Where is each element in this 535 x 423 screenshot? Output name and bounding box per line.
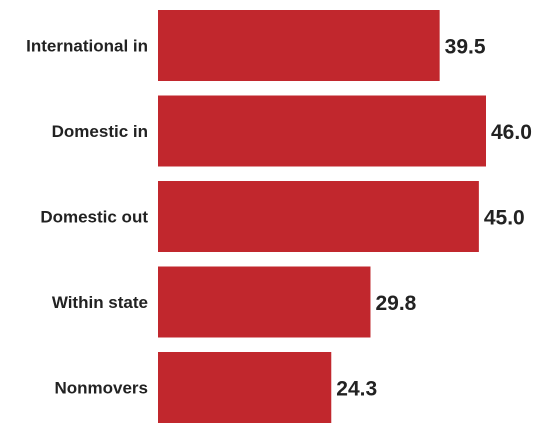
value-label-0: 39.5 — [445, 36, 486, 59]
bars-group — [158, 10, 486, 423]
value-label-4: 24.3 — [336, 378, 377, 401]
bar-0 — [158, 10, 440, 81]
bar-3 — [158, 266, 371, 338]
category-labels-group: International in Domestic in Domestic out W… — [26, 37, 148, 398]
category-label-2: Domestic out — [40, 208, 148, 227]
value-labels-group: 39.5 46.0 45.0 29.8 24.3 — [336, 36, 532, 401]
value-label-3: 29.8 — [375, 292, 416, 315]
category-label-1: Domestic in — [52, 122, 148, 141]
bar-1 — [158, 95, 486, 167]
bar-2 — [158, 181, 479, 252]
value-label-1: 46.0 — [491, 121, 532, 144]
value-label-2: 45.0 — [484, 207, 525, 230]
category-label-3: Within state — [52, 293, 148, 312]
bar-4 — [158, 352, 332, 423]
category-label-4: Nonmovers — [54, 379, 148, 398]
category-label-0: International in — [26, 37, 148, 56]
